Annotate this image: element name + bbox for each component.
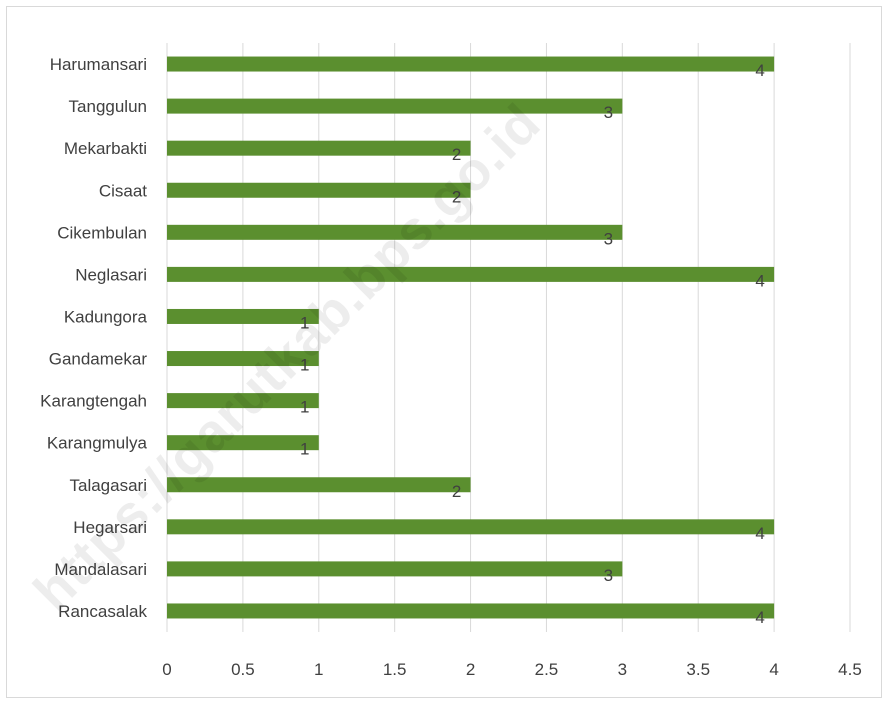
category-labels: Harumansari Tanggulun Mekarbakti Cisaat Cike…	[40, 55, 147, 621]
category-label: Mandalasari	[54, 560, 147, 579]
category-label: Tanggulun	[69, 97, 147, 116]
bar	[167, 351, 319, 367]
category-label: Cisaat	[99, 181, 147, 200]
bar	[167, 98, 623, 114]
bar	[167, 56, 775, 72]
category-label: Harumansari	[50, 55, 147, 74]
category-label: Neglasari	[75, 265, 147, 284]
bar	[167, 603, 775, 619]
data-label: 4	[755, 524, 764, 543]
category-label: Rancasalak	[58, 602, 147, 621]
x-tick-label: 1	[314, 660, 323, 679]
x-tick-label: 2	[466, 660, 475, 679]
x-tick-label: 3.5	[686, 660, 710, 679]
bar	[167, 140, 471, 156]
data-label: 2	[452, 482, 461, 501]
bar	[167, 435, 319, 451]
data-label: 3	[604, 103, 613, 122]
data-label: 4	[755, 271, 764, 290]
x-tick-label: 0.5	[231, 660, 255, 679]
x-tick-labels: 0 0.5 1 1.5 2 2.5 3 3.5 4 4.5	[162, 660, 862, 679]
bar	[167, 182, 471, 198]
data-label: 4	[755, 61, 764, 80]
category-label: Mekarbakti	[64, 139, 147, 158]
x-tick-label: 0	[162, 660, 171, 679]
bar	[167, 519, 775, 535]
data-label: 3	[604, 566, 613, 585]
data-label: 1	[300, 313, 309, 332]
data-label: 1	[300, 398, 309, 417]
bars	[167, 56, 775, 619]
x-tick-label: 4.5	[838, 660, 862, 679]
x-tick-label: 1.5	[383, 660, 407, 679]
data-label: 2	[452, 187, 461, 206]
bar	[167, 477, 471, 493]
category-label: Gandamekar	[49, 350, 148, 369]
data-label: 3	[604, 229, 613, 248]
data-labels: 4 3 2 2 3 4 1 1 1 1 2 4 3 4	[300, 61, 765, 627]
bar	[167, 393, 319, 409]
category-label: Talagasari	[70, 476, 148, 495]
chart-frame	[6, 6, 882, 698]
data-label: 2	[452, 145, 461, 164]
category-label: Karangmulya	[47, 434, 148, 453]
x-tick-label: 4	[769, 660, 778, 679]
category-label: Hegarsari	[73, 518, 147, 537]
bar	[167, 266, 775, 282]
category-label: Karangtengah	[40, 392, 147, 411]
data-label: 4	[755, 608, 764, 627]
bar	[167, 308, 319, 324]
bar	[167, 224, 623, 240]
category-label: Kadungora	[64, 307, 148, 326]
data-label: 1	[300, 356, 309, 375]
bar	[167, 561, 623, 577]
x-tick-label: 3	[618, 660, 627, 679]
data-label: 1	[300, 440, 309, 459]
category-label: Cikembulan	[57, 223, 147, 242]
x-tick-label: 2.5	[535, 660, 559, 679]
